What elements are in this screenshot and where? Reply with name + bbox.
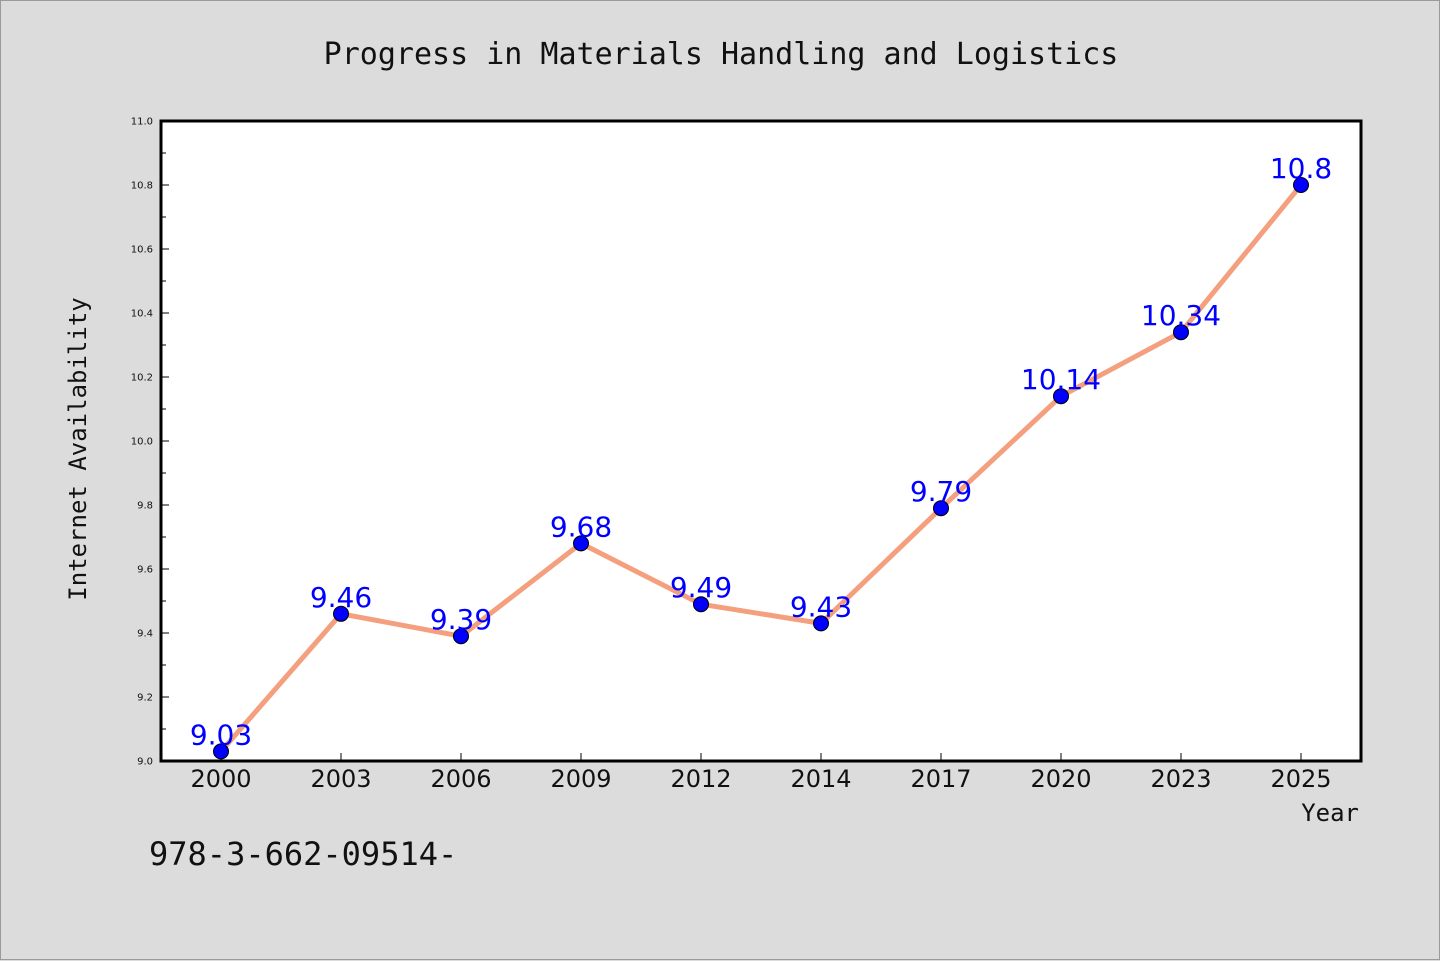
x-tick-label: 2023: [1150, 765, 1211, 793]
footer-isbn-text: 978-3-662-09514-: [149, 835, 457, 873]
y-tick-label: 10.6: [131, 245, 153, 256]
data-point-marker: [333, 605, 349, 622]
data-point-marker: [453, 628, 469, 645]
series-layer: 9.03 9.46 9.39 9.68 9.49 9.43 9.79 10.14 10.34 10…: [190, 152, 1332, 760]
y-tick-label: 9.2: [137, 693, 153, 704]
plot-area: [159, 119, 1363, 763]
x-tick-label: 2014: [790, 765, 851, 793]
x-tick-label: 2025: [1270, 765, 1331, 793]
x-axis-label: Year: [1301, 799, 1359, 827]
data-point-marker: [933, 500, 949, 517]
y-tick-label: 10.0: [131, 437, 153, 448]
x-tick-label: 2020: [1030, 765, 1091, 793]
x-tick-label: 2012: [670, 765, 731, 793]
y-axis-label: Internet Availability: [64, 297, 92, 600]
data-value-label: 9.79: [910, 475, 972, 508]
y-tick-label: 9.4: [137, 629, 153, 640]
y-tick-label: 11.0: [131, 117, 153, 128]
data-point-marker: [1053, 388, 1069, 405]
x-tick-label: 2009: [550, 765, 611, 793]
data-point-marker: [573, 535, 589, 552]
data-value-label: 9.46: [310, 581, 372, 614]
data-value-label: 9.68: [550, 510, 612, 543]
data-value-label: 10.14: [1021, 363, 1101, 396]
data-value-label: 9.43: [790, 590, 852, 623]
y-tick-label: 10.2: [131, 373, 153, 384]
data-value-label: 9.39: [430, 603, 492, 636]
chart-title: Progress in Materials Handling and Logis…: [324, 37, 1119, 72]
data-point-marker: [1173, 324, 1189, 341]
y-tick-label: 9.6: [137, 565, 153, 576]
y-tick-label: 9.0: [137, 757, 153, 768]
x-tick-label: 2006: [430, 765, 491, 793]
data-value-label: 9.49: [670, 571, 732, 604]
data-value-label: 9.03: [190, 718, 252, 751]
data-value-label: 10.34: [1141, 299, 1221, 332]
series-line: [218, 182, 1304, 754]
data-point-marker: [813, 615, 829, 632]
x-axis: 2000 2003 2006 2009 2012 2014 2017 2020 2023 2025: [190, 753, 1332, 793]
x-tick-label: 2000: [190, 765, 251, 793]
data-value-label: 10.8: [1270, 152, 1332, 185]
x-tick-label: 2017: [910, 765, 971, 793]
y-tick-label: 9.8: [137, 501, 153, 512]
data-point-marker: [1293, 177, 1309, 193]
data-point-marker: [693, 596, 709, 613]
y-axis: 9.0 9.2 9.4 9.6 9.8 10.0 10.2 10.4 10.6 10.8 11.0: [131, 117, 169, 768]
y-tick-label: 10.8: [131, 181, 153, 192]
y-tick-label: 10.4: [131, 309, 153, 320]
x-tick-label: 2003: [310, 765, 371, 793]
data-point-marker: [213, 743, 229, 760]
